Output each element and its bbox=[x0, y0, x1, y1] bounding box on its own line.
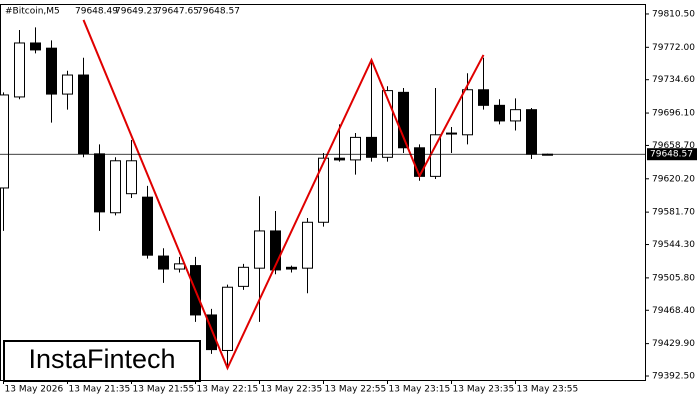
candle-body bbox=[510, 109, 521, 122]
candle-body bbox=[206, 314, 217, 351]
y-tick-label: 79429.90 bbox=[652, 339, 695, 349]
candle-body bbox=[478, 89, 489, 106]
ohlc-low: 79647.65 bbox=[156, 7, 199, 17]
last-price-box bbox=[647, 148, 697, 161]
candle-body bbox=[398, 91, 409, 149]
candle-body bbox=[14, 42, 25, 98]
y-tick-label: 79810.50 bbox=[652, 9, 695, 19]
candle-body bbox=[126, 160, 137, 195]
y-tick-label: 79620.20 bbox=[652, 174, 695, 184]
candle-body bbox=[334, 157, 345, 161]
ohlc-high: 79649.23 bbox=[115, 7, 158, 17]
x-tick-label: 13 May 23:35 bbox=[453, 385, 515, 395]
x-tick-label: 13 May 2026 bbox=[5, 385, 64, 395]
ohlc-close: 79648.57 bbox=[197, 7, 240, 17]
y-tick-label: 79392.50 bbox=[652, 372, 695, 382]
candle-body bbox=[30, 42, 41, 51]
y-tick-label: 79658.70 bbox=[652, 141, 695, 151]
candle-body bbox=[494, 104, 505, 122]
x-tick-label: 13 May 22:55 bbox=[325, 385, 387, 395]
y-tick-label: 79581.70 bbox=[652, 208, 695, 218]
watermark-box bbox=[3, 340, 201, 382]
y-tick-label: 79772.00 bbox=[652, 43, 695, 53]
candle-body bbox=[350, 136, 361, 161]
y-tick-label: 79505.80 bbox=[652, 273, 695, 283]
x-tick-label: 13 May 23:55 bbox=[517, 385, 579, 395]
x-tick-label: 13 May 23:15 bbox=[389, 385, 451, 395]
candle-body bbox=[94, 153, 105, 213]
candle-body bbox=[62, 74, 73, 95]
candle-body bbox=[270, 230, 281, 271]
y-tick-label: 79696.10 bbox=[652, 109, 695, 119]
candle-body bbox=[366, 136, 377, 158]
candle-body bbox=[78, 74, 89, 155]
y-tick-label: 79468.40 bbox=[652, 306, 695, 316]
y-tick-label: 79544.30 bbox=[652, 240, 695, 250]
x-tick-label: 13 May 21:55 bbox=[133, 385, 195, 395]
candle-body bbox=[0, 94, 9, 189]
candle-body bbox=[302, 221, 313, 269]
x-tick-label: 13 May 21:35 bbox=[69, 385, 131, 395]
candle-body bbox=[222, 286, 233, 351]
candle-body bbox=[46, 47, 57, 95]
pattern-line bbox=[82, 19, 485, 371]
candle-body bbox=[318, 157, 329, 223]
candle-body bbox=[414, 147, 425, 177]
last-price-label: 79648.57 bbox=[650, 150, 693, 160]
header: #Bitcoin,M5 79648.49 79649.23 79647.65 7… bbox=[5, 7, 240, 17]
candle-body bbox=[254, 230, 265, 269]
candle-body bbox=[174, 263, 185, 270]
candle-body bbox=[382, 90, 393, 158]
candle-body bbox=[110, 160, 121, 214]
candle-body bbox=[238, 266, 249, 287]
candle-body bbox=[142, 196, 153, 256]
candle-body bbox=[526, 109, 537, 155]
watermark: InstaFintech bbox=[28, 344, 175, 374]
candle-body bbox=[158, 255, 169, 270]
x-tick-label: 13 May 22:15 bbox=[197, 385, 259, 395]
symbol: #Bitcoin,M5 bbox=[5, 7, 60, 17]
candle-body bbox=[446, 132, 457, 135]
x-tick-label: 13 May 22:35 bbox=[261, 385, 323, 395]
candle-body bbox=[462, 89, 473, 136]
y-tick-label: 79734.60 bbox=[652, 75, 695, 85]
candle-body bbox=[286, 266, 297, 270]
ohlc-open: 79648.49 bbox=[75, 7, 118, 17]
